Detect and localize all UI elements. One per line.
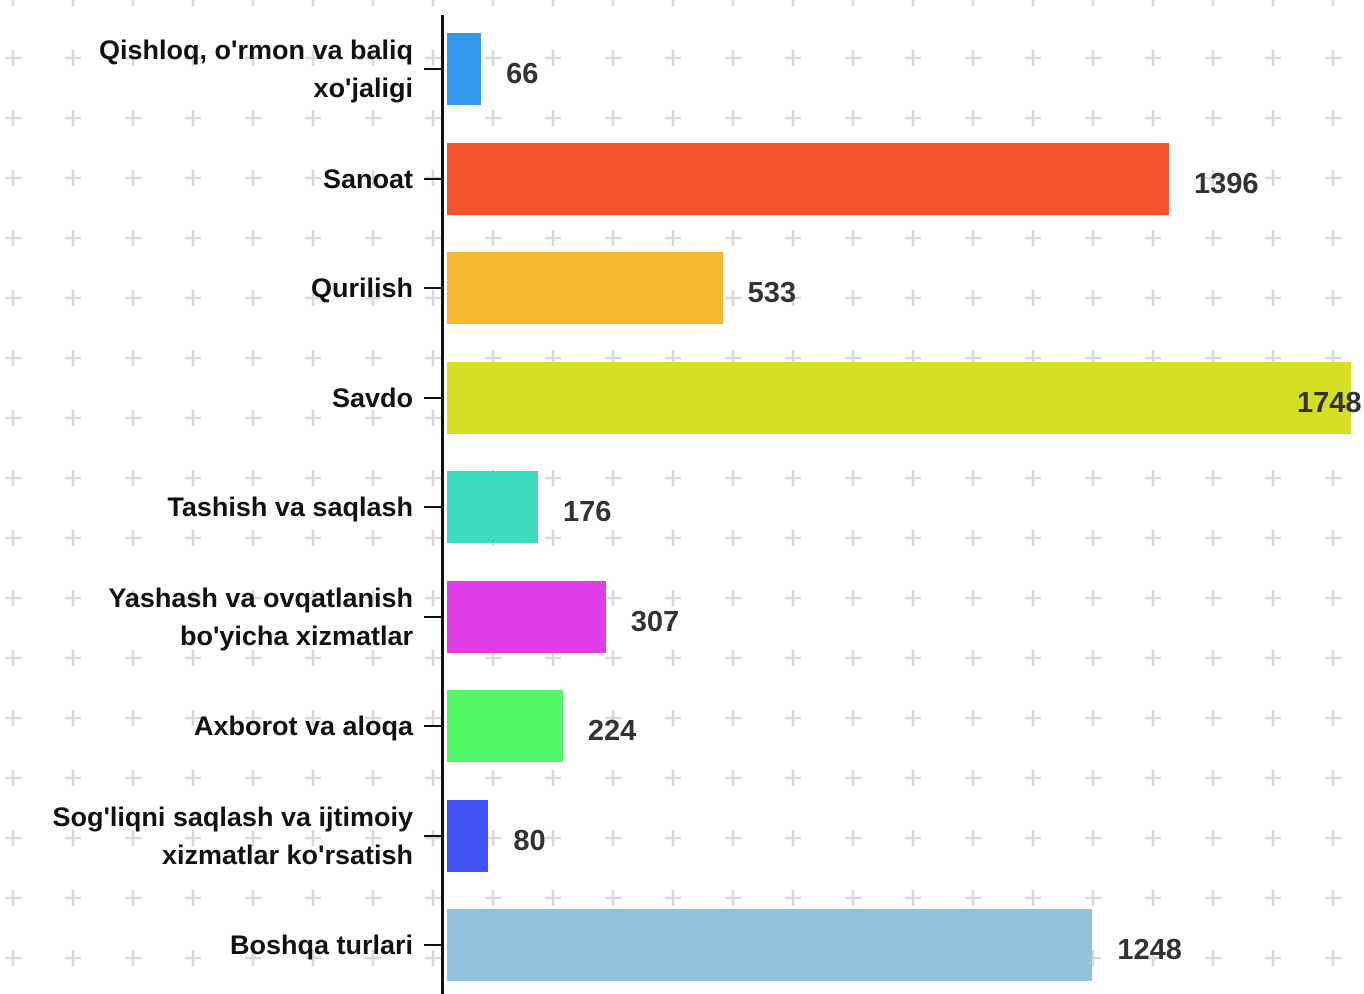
category-text: Boshqa turlari bbox=[229, 930, 413, 960]
category-text: Sanoat bbox=[322, 163, 413, 194]
value-label: 533 bbox=[747, 277, 797, 309]
bar bbox=[447, 580, 606, 653]
value-label: 176 bbox=[563, 496, 612, 528]
category-text: Tashish va saqlash bbox=[167, 492, 413, 522]
category-text: Qishloq, o'rmon va baliq xo'jaligi bbox=[99, 35, 413, 103]
bar bbox=[447, 33, 482, 105]
tick-mark bbox=[424, 396, 442, 399]
category-label: Qishloq, o'rmon va baliq xo'jaligi bbox=[0, 31, 413, 107]
tick-mark bbox=[424, 506, 442, 508]
value-label: 1748 bbox=[1297, 386, 1362, 419]
category-label: Sanoat bbox=[0, 160, 413, 198]
tick-mark bbox=[424, 725, 442, 727]
bar bbox=[447, 471, 539, 543]
category-label: Qurilish bbox=[0, 269, 413, 307]
category-label: Axborot va aloqa bbox=[0, 707, 413, 745]
category-text: Yashash va ovqatlanish bo'yicha xizmatla… bbox=[108, 582, 413, 651]
bar bbox=[447, 799, 489, 872]
category-label: Tashish va saqlash bbox=[0, 488, 413, 526]
category-label: Savdo bbox=[0, 379, 413, 417]
category-text: Qurilish bbox=[310, 273, 413, 303]
value-label: 307 bbox=[630, 605, 680, 638]
value-label: 224 bbox=[587, 715, 637, 747]
tick-mark bbox=[424, 177, 442, 180]
tick-mark bbox=[424, 615, 442, 618]
tick-mark bbox=[424, 68, 442, 70]
category-text: Savdo bbox=[331, 382, 413, 413]
category-label: Boshqa turlari bbox=[0, 926, 413, 964]
bar bbox=[447, 142, 1169, 215]
tick-mark bbox=[424, 834, 442, 837]
category-text: Sog'liqni saqlash va ijtimoiy xizmatlar … bbox=[52, 801, 413, 870]
value-label: 66 bbox=[506, 58, 539, 90]
bar bbox=[447, 690, 563, 762]
category-label: Yashash va ovqatlanish bo'yicha xizmatla… bbox=[0, 579, 413, 655]
axis-line bbox=[441, 15, 444, 994]
bar bbox=[447, 361, 1351, 434]
bar bbox=[447, 909, 1093, 981]
tick-mark bbox=[424, 287, 442, 289]
category-text: Axborot va aloqa bbox=[193, 711, 413, 741]
bar bbox=[447, 252, 723, 324]
value-label: 1248 bbox=[1117, 934, 1182, 966]
tick-mark bbox=[424, 944, 442, 946]
value-label: 1396 bbox=[1193, 167, 1259, 200]
value-label: 80 bbox=[513, 824, 546, 857]
category-label: Sog'liqni saqlash va ijtimoiy xizmatlar … bbox=[0, 798, 413, 874]
